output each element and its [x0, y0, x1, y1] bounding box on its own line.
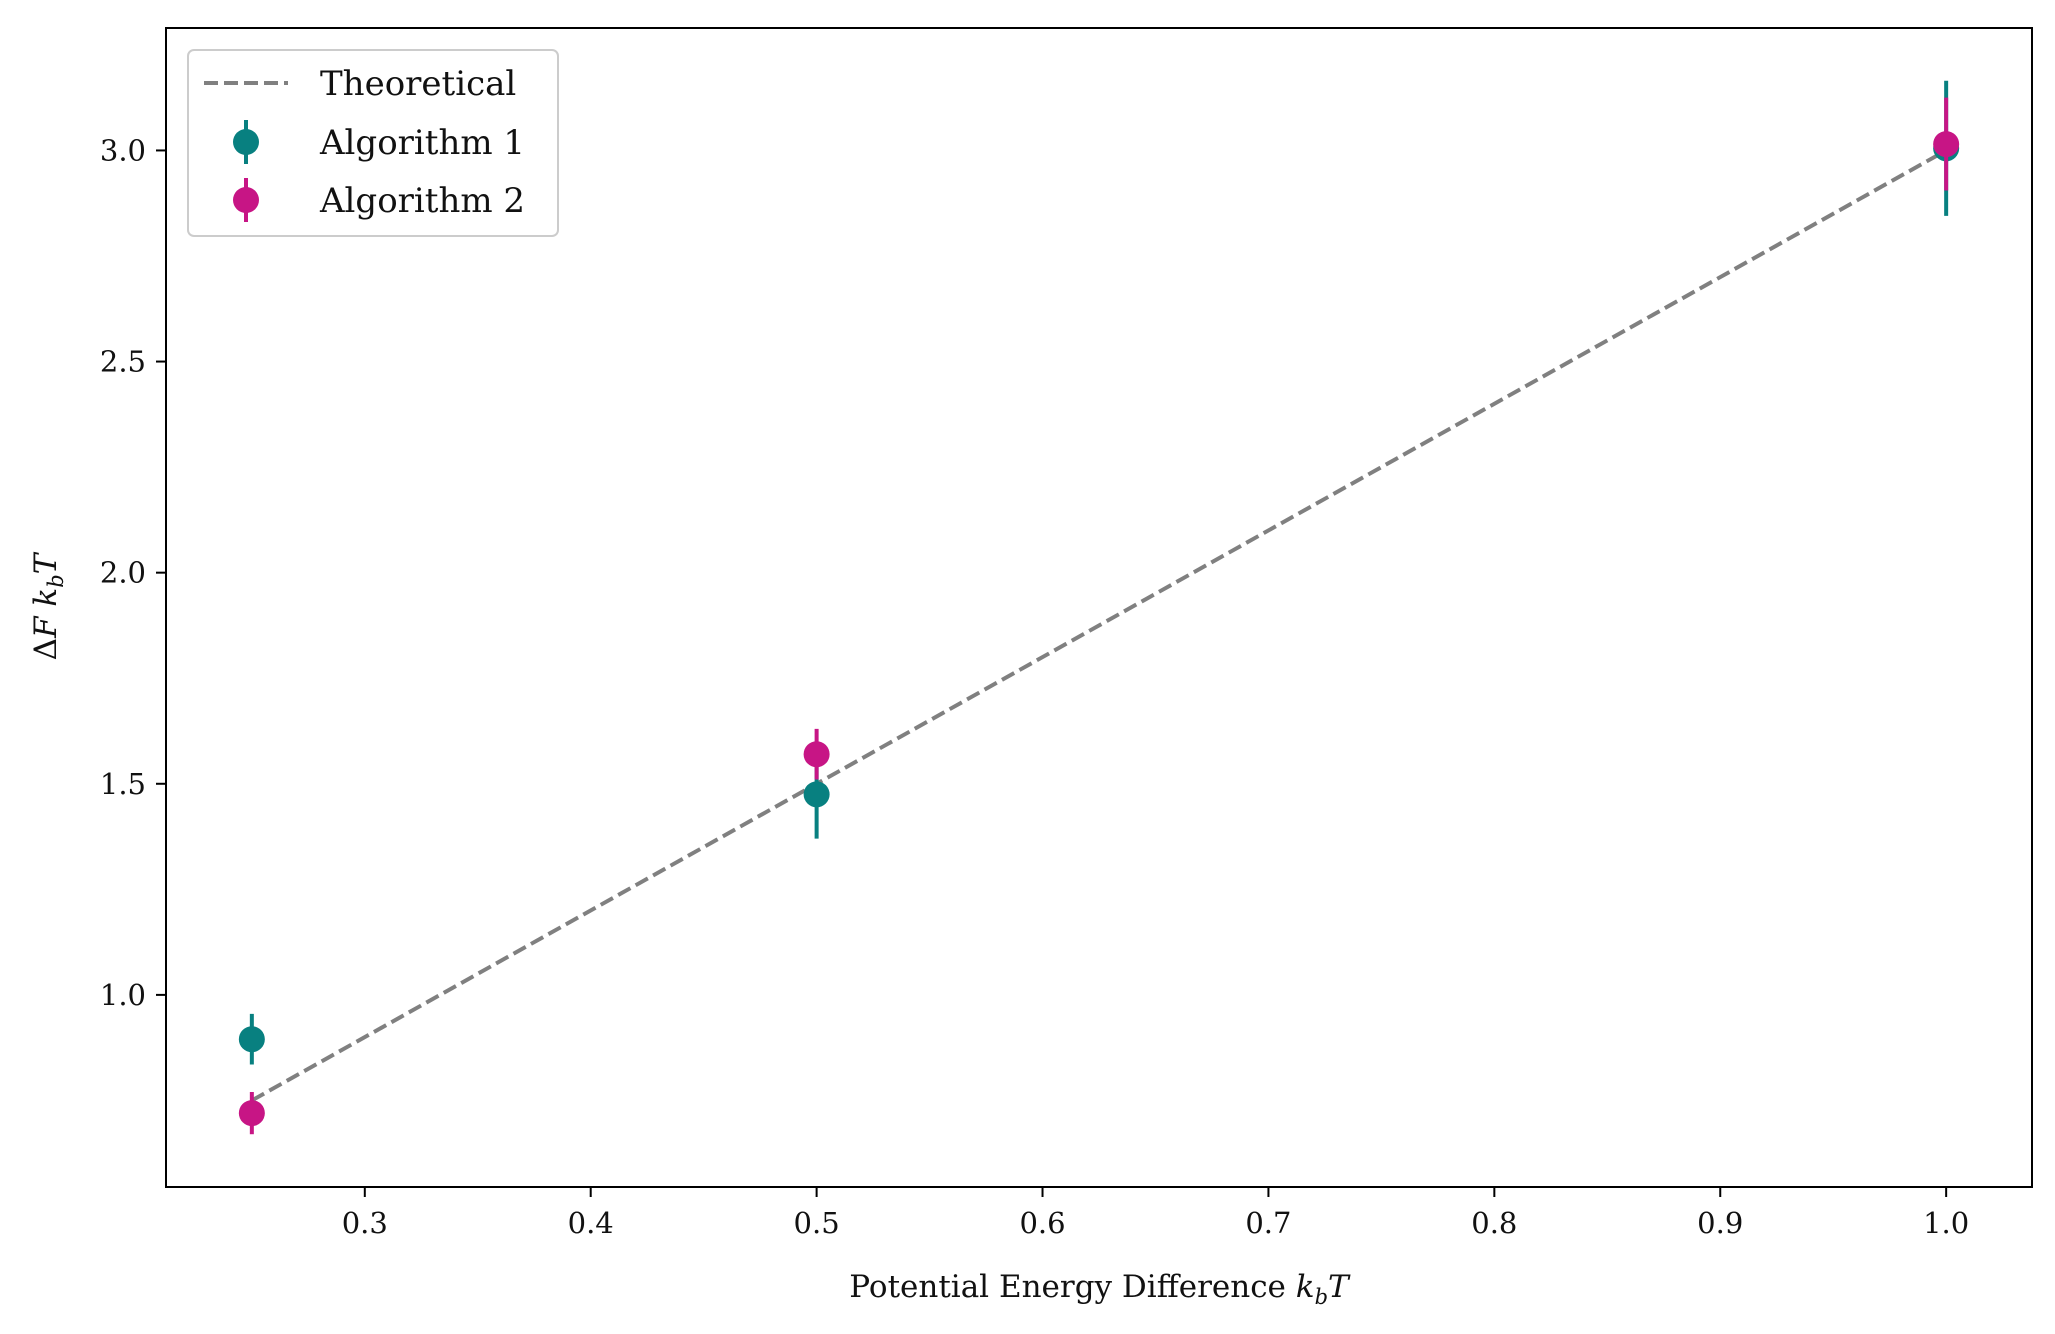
legend-label-algorithm-2: Algorithm 2	[319, 181, 525, 221]
x-tick-label: 1.0	[1923, 1206, 1969, 1240]
x-tick-label: 0.5	[794, 1206, 840, 1240]
x-tick-label: 0.4	[568, 1206, 614, 1240]
legend-label-theoretical: Theoretical	[320, 64, 516, 104]
data-point	[238, 1100, 265, 1127]
y-tick-label: 2.0	[100, 556, 146, 590]
legend-item-theoretical: Theoretical	[204, 64, 516, 104]
data-point	[238, 1026, 265, 1053]
legend-item-algorithm-1: Algorithm 1	[233, 120, 525, 164]
legend-marker-icon	[233, 129, 259, 155]
legend-marker-icon	[233, 187, 259, 213]
legend: Theoretical Algorithm 1 Algorithm 2	[187, 49, 559, 237]
y-tick-label: 1.0	[100, 978, 146, 1012]
data-point	[803, 741, 830, 768]
legend-item-algorithm-2: Algorithm 2	[233, 178, 525, 222]
x-axis-label: Potential Energy Difference kbT	[849, 1269, 1351, 1309]
theoretical-line	[250, 148, 1948, 1103]
y-axis-label: ΔF kbT	[28, 551, 68, 660]
legend-box	[187, 49, 559, 237]
data-point	[803, 781, 830, 808]
y-tick-label: 3.0	[100, 133, 146, 167]
x-tick-label: 0.9	[1697, 1206, 1743, 1240]
data-point	[1933, 131, 1960, 158]
legend-label-algorithm-1: Algorithm 1	[319, 123, 525, 163]
x-axis: 0.3 0.4 0.5 0.6 0.7 0.8 0.9 1.0	[342, 1187, 1969, 1240]
y-axis: 1.0 1.5 2.0 2.5 3.0	[100, 133, 166, 1012]
axes-frame	[165, 27, 2033, 1188]
x-tick-label: 0.7	[1245, 1206, 1291, 1240]
x-tick-label: 0.6	[1019, 1206, 1065, 1240]
x-tick-label: 0.8	[1471, 1206, 1517, 1240]
y-tick-label: 1.5	[100, 767, 146, 801]
y-tick-label: 2.5	[100, 345, 146, 379]
plot-area	[238, 80, 1960, 1135]
series-2	[238, 97, 1960, 1135]
x-tick-label: 0.3	[342, 1206, 388, 1240]
